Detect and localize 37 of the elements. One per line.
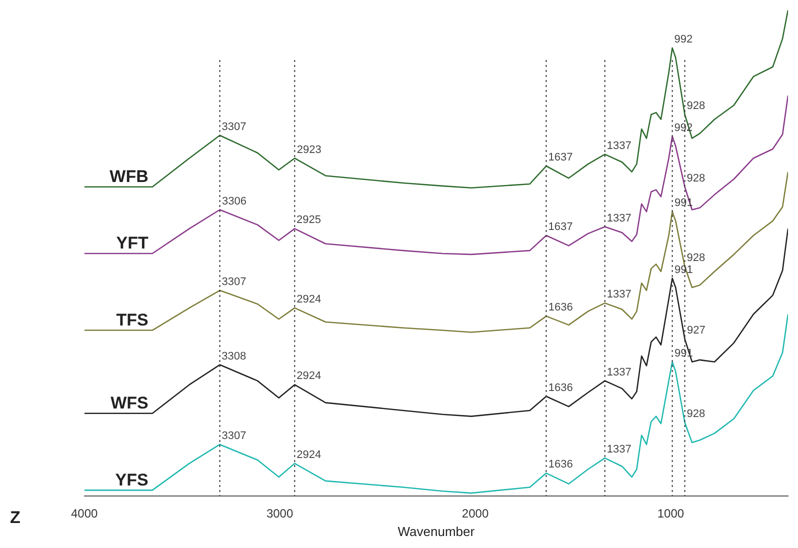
x-tick-label: 3000	[266, 506, 294, 521]
x-tick-label: 2000	[462, 506, 489, 521]
annotation: 2924	[296, 293, 322, 306]
annotation: 3306	[222, 195, 246, 208]
annotation: 2924	[296, 370, 322, 382]
annotation: 1337	[606, 366, 632, 378]
series-label: TFS	[116, 310, 148, 330]
annotation: 992	[674, 33, 693, 46]
annotation: 1637	[548, 221, 573, 234]
annotation: 1636	[548, 458, 573, 471]
x-tick-label: 4000	[70, 506, 98, 521]
annotation: 1337	[606, 444, 632, 456]
annotation: 1636	[548, 302, 573, 314]
annotation: 1637	[548, 152, 573, 164]
annotation: 3308	[222, 350, 246, 362]
annotation: 3307	[222, 120, 246, 133]
annotation: 1337	[606, 288, 632, 301]
annotation: 1337	[606, 140, 632, 152]
annotation: 928	[686, 172, 706, 184]
annotation: 3307	[222, 276, 246, 288]
annotation: 1636	[548, 382, 573, 394]
annotation: 2923	[296, 144, 322, 156]
annotation: 3307	[222, 430, 246, 442]
annotation: 2924	[296, 448, 322, 461]
series-label: WFS	[110, 394, 148, 413]
annotation: 2925	[296, 214, 321, 226]
annotation: 927	[686, 324, 706, 337]
x-tick-label: 1000	[657, 506, 684, 521]
text: Z	[10, 508, 20, 528]
annotation: 928	[686, 100, 706, 112]
series-label: YFS	[115, 470, 148, 490]
x-axis-title: Wavenumber	[398, 524, 476, 539]
series-label: WFB	[110, 167, 148, 186]
annotation: 928	[686, 252, 706, 264]
annotation: 928	[686, 408, 706, 420]
annotation: 1337	[606, 212, 632, 224]
series-label: YFT	[116, 234, 149, 253]
